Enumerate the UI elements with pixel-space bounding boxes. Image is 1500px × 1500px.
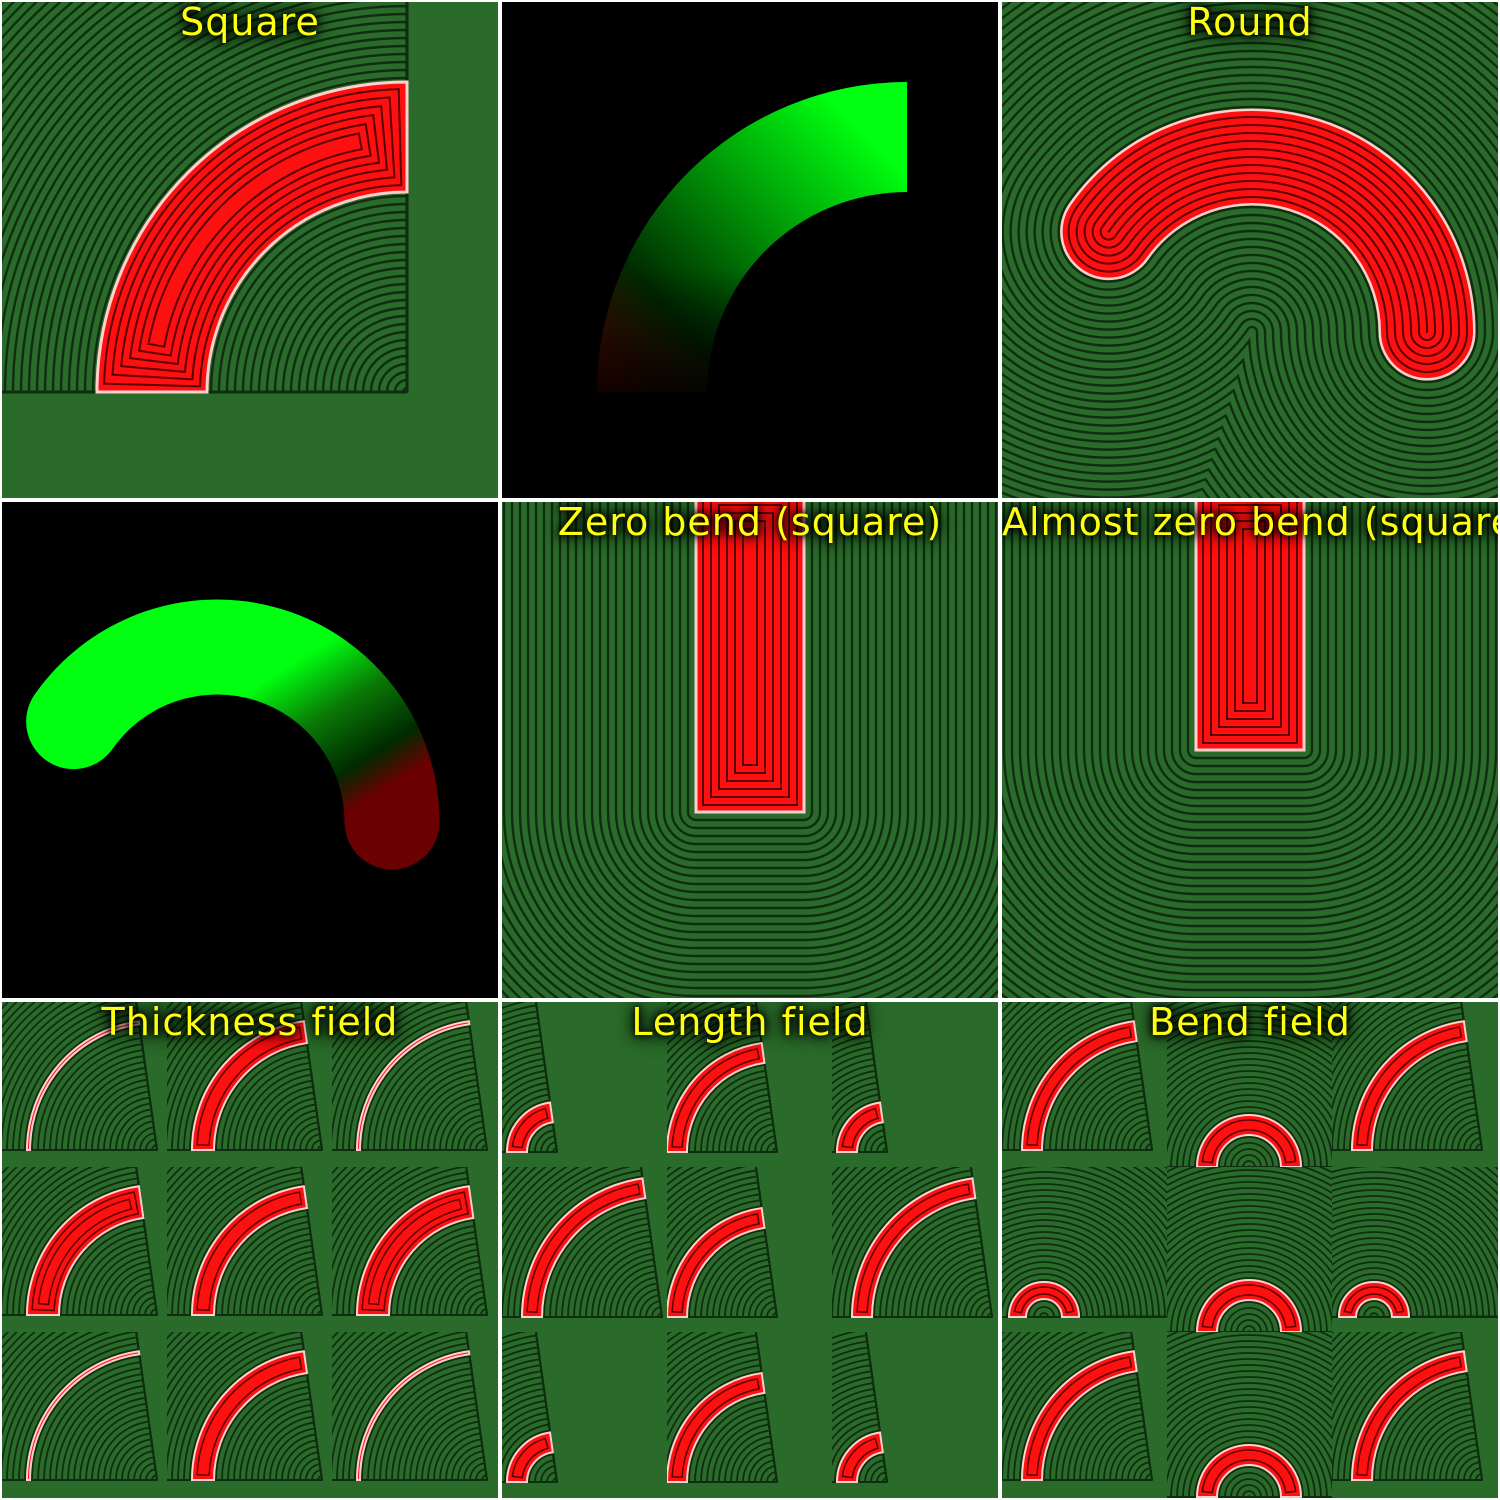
- thickness-arc: [25, 1350, 141, 1481]
- panel-round: Round: [1002, 2, 1498, 498]
- almost-zero-bend-field-image: [1002, 502, 1498, 998]
- round-arc-gradient-shape: [26, 599, 440, 870]
- panel-bend-field: Bend field: [1002, 1002, 1498, 1498]
- panel-square: Square: [2, 2, 498, 498]
- thickness-arc: [355, 1350, 471, 1481]
- thickness-arc: [355, 1185, 475, 1316]
- zero-bend-rect-shape: [694, 502, 806, 814]
- panel-thickness-field: Thickness field: [2, 1002, 498, 1498]
- length-field-grid-image: [502, 1002, 998, 1498]
- length-arc: [505, 1431, 554, 1483]
- thickness-arc: [25, 1185, 145, 1316]
- square-arc-contours: [2, 2, 409, 394]
- round-arc-gradient-image: [2, 502, 498, 998]
- thickness-field-grid-image: [2, 1002, 498, 1498]
- thickness-arc: [25, 1020, 141, 1151]
- round-arc-field-image: [1002, 2, 1498, 498]
- panel-almost-zero-bend-square: Almost zero bend (square): [1002, 502, 1498, 998]
- zero-bend-field-image: [502, 502, 998, 998]
- square-arc-field-image: [2, 2, 498, 498]
- length-arc: [505, 1101, 554, 1153]
- zero-bend-rect-contours: [502, 502, 998, 998]
- length-arc: [835, 1431, 884, 1483]
- thickness-arc: [355, 1020, 471, 1151]
- panel-zero-bend-square: Zero bend (square): [502, 502, 998, 998]
- panel-square-gradient: [502, 2, 998, 498]
- square-arc-gradient-image: [502, 2, 998, 498]
- length-arc: [835, 1101, 884, 1153]
- bend-arc: [1337, 1281, 1411, 1318]
- bend-arc: [1007, 1281, 1081, 1318]
- bend-field-grid-image: [1002, 1002, 1498, 1498]
- square-arc-shape: [95, 80, 409, 394]
- almost-zero-bend-rect-contours: [1002, 502, 1498, 998]
- panel-length-field: Length field: [502, 1002, 998, 1498]
- almost-zero-bend-rect-shape: [1194, 502, 1306, 752]
- panel-round-gradient: [2, 502, 498, 998]
